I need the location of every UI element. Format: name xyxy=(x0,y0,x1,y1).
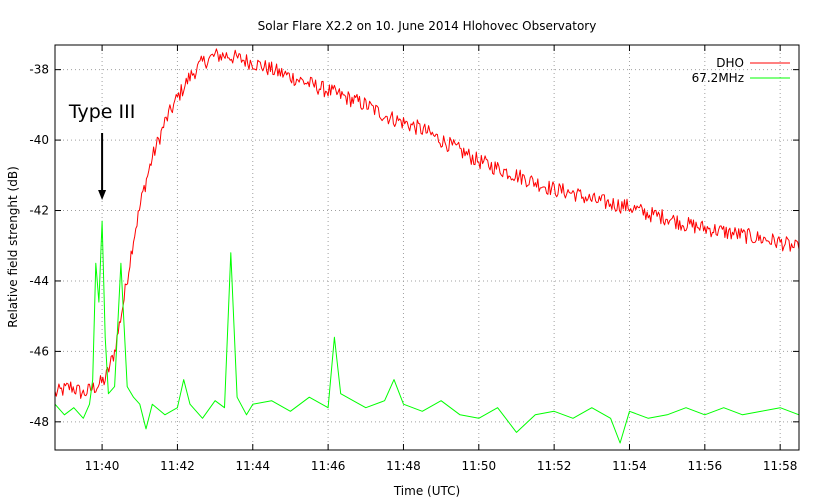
x-tick-label: 11:52 xyxy=(537,459,572,473)
y-tick-label: -48 xyxy=(29,415,49,429)
grid-layer xyxy=(55,45,799,450)
y-tick-label: -38 xyxy=(29,63,49,77)
series-line-67mhz xyxy=(54,220,800,444)
series-line-dho xyxy=(54,48,800,399)
x-tick-label: 11:50 xyxy=(462,459,497,473)
plot-frame xyxy=(54,44,800,451)
x-tick-label: 11:42 xyxy=(160,459,195,473)
y-axis-label: Relative field strenght (dB) xyxy=(6,166,20,327)
label-layer: 11:40 11:42 11:44 11:46 11:48 11:50 11:52 11:54… xyxy=(29,63,797,473)
x-tick-label: 11:56 xyxy=(688,459,723,473)
annotation: Type III xyxy=(68,101,136,200)
series-layer xyxy=(54,48,800,444)
annotation-text: Type III xyxy=(68,101,136,123)
x-tick-label: 11:46 xyxy=(311,459,346,473)
annotation-arrow-head xyxy=(98,189,107,200)
y-tick-label: -44 xyxy=(29,274,49,288)
legend: DHO 67.2MHz xyxy=(692,56,790,85)
legend-label-67mhz: 67.2MHz xyxy=(692,71,744,85)
chart-title: Solar Flare X2.2 on 10. June 2014 Hlohov… xyxy=(258,19,597,33)
x-axis-label: Time (UTC) xyxy=(393,484,460,498)
x-tick-label: 11:54 xyxy=(612,459,647,473)
y-tick-label: -42 xyxy=(29,204,49,218)
y-tick-label: -46 xyxy=(29,344,49,358)
x-tick-label: 11:40 xyxy=(85,459,120,473)
x-tick-label: 11:44 xyxy=(235,459,270,473)
x-tick-label: 11:48 xyxy=(386,459,421,473)
x-tick-label: 11:58 xyxy=(763,459,798,473)
tick-layer xyxy=(55,45,799,450)
legend-label-dho: DHO xyxy=(716,56,744,70)
y-tick-label: -40 xyxy=(29,133,49,147)
